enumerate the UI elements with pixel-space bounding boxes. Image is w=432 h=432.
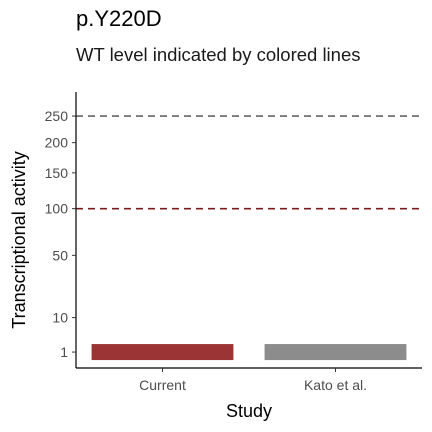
x-tick-label: Current <box>139 377 186 393</box>
y-axis-title: Transcriptional activity <box>9 151 29 328</box>
chart-title: p.Y220D <box>76 6 162 31</box>
y-tick-label: 100 <box>45 201 69 217</box>
y-tick-label: 150 <box>45 165 69 181</box>
bar-kato-et-al- <box>264 344 407 361</box>
x-tick-label: Kato et al. <box>304 377 367 393</box>
x-axis-title: Study <box>226 401 272 421</box>
bar-current <box>91 344 234 361</box>
chart-subtitle: WT level indicated by colored lines <box>76 44 361 65</box>
y-tick-label: 200 <box>45 135 69 151</box>
y-tick-label: 50 <box>52 247 68 263</box>
y-tick-label: 250 <box>45 108 69 124</box>
y-tick-label: 10 <box>52 310 68 326</box>
y-tick-label: 1 <box>60 344 68 360</box>
